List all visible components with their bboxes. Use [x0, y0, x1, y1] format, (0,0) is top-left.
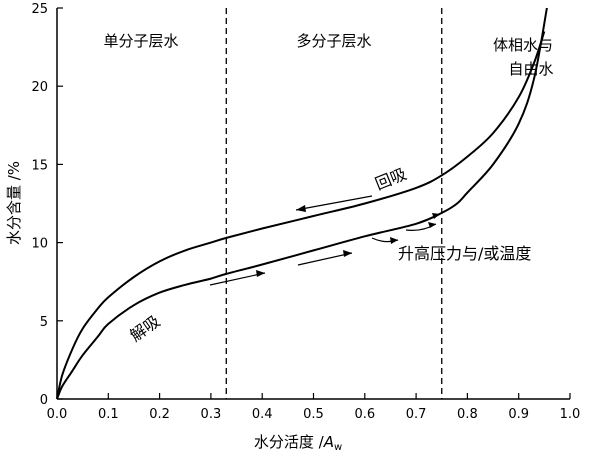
region-label-bulk-line1: 体相水与: [493, 36, 553, 54]
y-tick-label: 0: [40, 393, 48, 408]
x-tick-label: 0.1: [98, 407, 119, 422]
x-tick-label: 0.0: [47, 407, 68, 422]
desorption-arrow: [295, 195, 373, 211]
y-tick-label: 15: [31, 158, 48, 173]
upper-isotherm-line: [56, 31, 546, 400]
y-tick-label: 25: [31, 2, 48, 17]
x-tick-label: 0.8: [457, 407, 478, 422]
desorption-arrowhead: [296, 205, 306, 212]
y-tick-label: 5: [40, 315, 48, 330]
y-ticks: 0 5 10 15 20 25: [31, 2, 63, 408]
adsorption-label: 解吸: [126, 311, 163, 345]
x-tick-label: 0.6: [354, 407, 375, 422]
adsorption-arrowhead-1: [256, 270, 265, 277]
region-label-multilayer: 多分子层水: [296, 32, 371, 50]
lower-isotherm-line: [56, 7, 548, 400]
x-axis-label-var: A: [323, 433, 334, 451]
pressure-label: 升高压力与/或温度: [398, 244, 531, 263]
adsorption-arrowhead-2: [343, 250, 352, 257]
x-axis-label-sub: w: [334, 442, 342, 453]
desorption-label: 回吸: [372, 164, 409, 194]
pressure-arrowhead-2: [428, 222, 436, 228]
region-label-monolayer: 单分子层水: [103, 32, 178, 50]
pressure-arrowhead-3: [432, 213, 440, 219]
y-tick-label: 10: [31, 237, 48, 252]
x-tick-label: 0.5: [303, 407, 324, 422]
x-axis-label: 水分活度 /Aw: [254, 433, 342, 453]
x-axis-label-main: 水分活度 /: [254, 433, 325, 451]
pressure-arrowhead-1: [390, 237, 398, 244]
x-ticks: 0.0 0.1 0.2 0.3 0.4 0.5 0.6 0.7 0.8 0.9 1.0: [47, 393, 581, 422]
region-dividers: [225, 8, 443, 399]
y-axis-label: 水分含量 /%: [5, 161, 23, 245]
annotation-arrows: [209, 195, 441, 286]
x-tick-label: 0.2: [149, 407, 170, 422]
x-tick-label: 1.0: [560, 407, 581, 422]
x-tick-label: 0.3: [201, 407, 222, 422]
x-tick-label: 0.9: [508, 407, 529, 422]
y-tick-label: 20: [31, 80, 48, 95]
isotherm-curves: [56, 7, 548, 400]
adsorption-arrow-2: [297, 252, 353, 266]
x-tick-label: 0.4: [252, 407, 273, 422]
x-tick-label: 0.7: [406, 407, 427, 422]
adsorption-arrow-1: [209, 272, 266, 286]
